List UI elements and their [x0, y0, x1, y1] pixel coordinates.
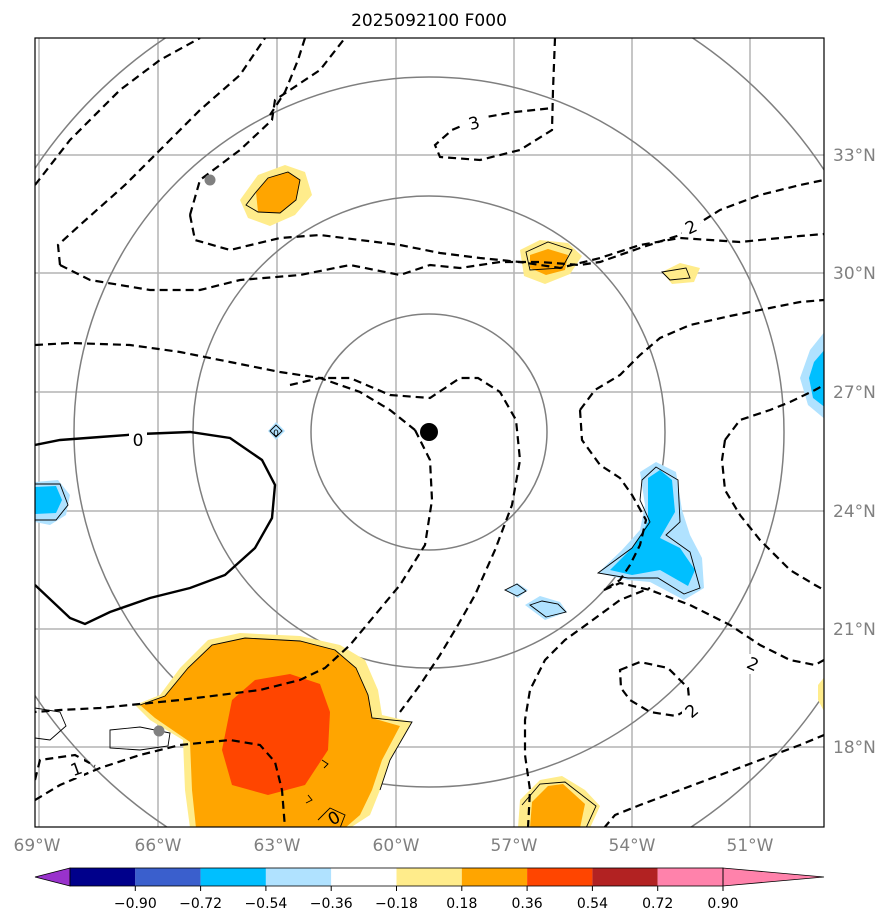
cool-anomaly-east-core	[610, 470, 695, 586]
lon-tick-label: 51°W	[727, 836, 774, 856]
lat-tick-label: 33°N	[833, 146, 876, 166]
colorbar-tick-label: 0.18	[446, 896, 477, 912]
colorbar-segment	[135, 868, 201, 886]
lon-tick-label: 63°W	[254, 836, 301, 856]
lon-tick-label: 57°W	[491, 836, 538, 856]
figure-title: 2025092100 F000	[351, 11, 507, 31]
lon-tick-label: 69°W	[14, 836, 61, 856]
colorbar-segment	[70, 868, 136, 886]
colorbar-segment	[265, 868, 332, 886]
colorbar-extend-high	[722, 867, 825, 887]
colorbar-segment	[396, 868, 462, 886]
lat-tick-label: 30°N	[833, 264, 876, 284]
warm-anomaly-core	[222, 674, 330, 795]
colorbar-tick-label: −0.54	[244, 896, 287, 912]
colorbar-segment	[461, 868, 528, 886]
colorbar-segment	[592, 868, 658, 886]
dashed-contours	[35, 38, 824, 827]
lon-tick-label: 54°W	[609, 836, 656, 856]
colorbar-tick-label: −0.72	[179, 896, 222, 912]
colorbar-tick-label: 0.36	[512, 896, 543, 912]
cool-anomaly-spot	[268, 422, 285, 440]
colorbar-segment	[331, 868, 397, 886]
cool-anomaly-edge-core	[809, 350, 824, 407]
lon-tick-label: 60°W	[373, 836, 420, 856]
cool-anomaly-west-core	[35, 486, 62, 514]
colorbar-tick-label: 0.90	[707, 896, 738, 912]
colorbar-tick-label: 0.54	[577, 896, 608, 912]
colorbar-segment	[527, 868, 593, 886]
colorbar-tick-label: −0.18	[375, 896, 418, 912]
contour-label: 0	[273, 429, 279, 439]
contour-label: 3	[466, 113, 482, 135]
lon-tick-labels: 69°W 66°W 63°W 60°W 57°W 54°W 51°W	[14, 836, 774, 856]
grey-marker-south	[153, 725, 165, 737]
shade-outlines	[35, 171, 701, 827]
contour-label: 0	[133, 431, 144, 451]
grey-marker-north	[204, 174, 216, 186]
warm-anomaly-edge	[818, 677, 824, 712]
warm-anomaly-east	[662, 263, 700, 284]
storm-center-dot	[420, 423, 438, 441]
colorbar-segment	[657, 868, 723, 886]
lat-tick-label: 21°N	[833, 620, 876, 640]
cool-anomaly-south-b	[525, 596, 567, 620]
colorbar-segment	[200, 868, 266, 886]
colorbar-tick-label: 0.72	[642, 896, 673, 912]
lon-tick-label: 66°W	[135, 836, 182, 856]
lat-tick-label: 27°N	[833, 383, 876, 403]
lat-tick-label: 18°N	[833, 738, 876, 758]
map-frame	[34, 37, 825, 828]
lat-tick-labels: 33°N 30°N 27°N 24°N 21°N 18°N	[833, 146, 876, 758]
colorbar: −0.90 −0.72 −0.54 −0.36 −0.18 0.18 0.36 …	[34, 867, 825, 912]
warm-anomaly-north-core	[256, 172, 300, 213]
shading	[35, 165, 824, 827]
colorbar-extend-low	[34, 867, 71, 887]
zero-contour	[35, 430, 277, 626]
warm-anomaly-south-core	[530, 784, 585, 827]
colorbar-tick-label: −0.36	[310, 896, 353, 912]
colorbar-tick-label: −0.90	[114, 896, 157, 912]
lat-tick-label: 24°N	[833, 502, 876, 522]
contour-labels: 3 2 2 2 0 0 1 0	[68, 112, 762, 827]
